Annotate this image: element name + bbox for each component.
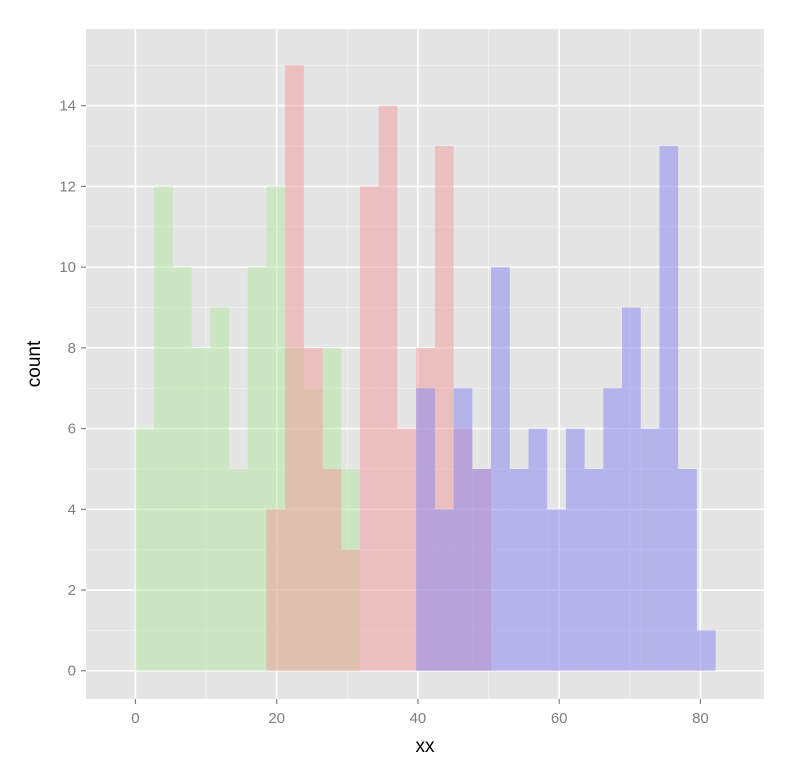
histogram-bar xyxy=(509,468,529,671)
y-tick-label: 0 xyxy=(68,663,76,680)
x-axis-title: xx xyxy=(416,736,436,757)
histogram-bar xyxy=(266,509,286,671)
histogram-bar xyxy=(603,388,623,671)
y-tick-label: 10 xyxy=(59,259,76,276)
series-3 xyxy=(416,146,716,671)
histogram-bar xyxy=(472,468,492,671)
histogram-bar xyxy=(135,428,155,671)
histogram-bar xyxy=(303,347,323,671)
histogram-bar xyxy=(584,468,604,671)
histogram-bar xyxy=(659,146,679,671)
histogram-bar xyxy=(622,307,641,671)
y-axis-ticks: 0 2 4 6 8 10 12 14 xyxy=(59,98,86,680)
x-tick-label: 20 xyxy=(268,710,285,727)
histogram-bar xyxy=(210,307,230,671)
y-tick-label: 14 xyxy=(59,98,76,115)
y-tick-label: 8 xyxy=(68,340,76,357)
histogram-bar xyxy=(640,428,660,671)
histogram-bar xyxy=(172,267,192,671)
histogram-bar xyxy=(434,509,454,671)
x-tick-label: 0 xyxy=(131,710,139,727)
histogram-bar xyxy=(696,630,716,671)
histogram-bar xyxy=(154,186,173,671)
y-tick-label: 2 xyxy=(68,582,76,599)
x-tick-label: 60 xyxy=(551,710,568,727)
y-axis-title: count xyxy=(24,340,45,387)
histogram-bar xyxy=(322,468,342,671)
y-tick-label: 4 xyxy=(68,501,76,518)
histogram-bar xyxy=(191,347,211,671)
histogram-bar xyxy=(453,388,473,671)
histogram-bars xyxy=(135,65,716,671)
histogram-bar xyxy=(397,428,417,671)
histogram-bar xyxy=(247,267,267,671)
histogram-bar xyxy=(678,468,697,671)
histogram-bar xyxy=(378,105,398,671)
histogram-bar xyxy=(341,549,361,671)
histogram-bar xyxy=(360,186,379,671)
x-tick-label: 80 xyxy=(692,710,709,727)
histogram-bar xyxy=(416,388,435,671)
histogram-bar xyxy=(547,509,566,671)
histogram-bar xyxy=(528,428,548,671)
histogram-bar xyxy=(491,267,510,671)
histogram-bar xyxy=(229,468,248,671)
histogram-bar xyxy=(565,428,585,671)
y-tick-label: 6 xyxy=(68,421,76,438)
y-tick-label: 12 xyxy=(59,178,76,195)
x-axis-ticks: 0 20 40 60 80 xyxy=(131,699,709,727)
x-tick-label: 40 xyxy=(410,710,427,727)
histogram-bar xyxy=(285,65,304,671)
